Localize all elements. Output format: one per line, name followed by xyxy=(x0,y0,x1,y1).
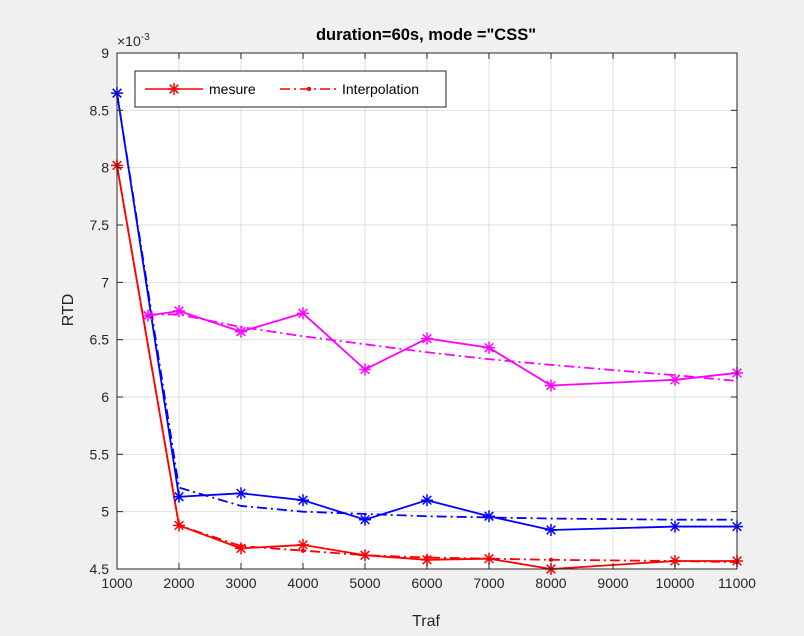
legend-mesure-label: mesure xyxy=(209,81,256,97)
data-point-stroke xyxy=(670,374,680,385)
data-point-stroke xyxy=(236,543,246,554)
x-tick-label: 8000 xyxy=(535,575,566,591)
legend-interpolation-marker xyxy=(306,86,312,92)
data-point xyxy=(548,557,554,563)
y-tick-label: 4.5 xyxy=(90,561,110,577)
series-layer xyxy=(111,87,743,575)
legend-interpolation-label: Interpolation xyxy=(342,81,419,97)
data-point-stroke xyxy=(484,342,494,353)
data-point xyxy=(297,307,309,320)
series-line xyxy=(148,313,738,382)
y-tick-label: 7.5 xyxy=(90,217,110,233)
x-tick-label: 10000 xyxy=(656,575,695,591)
data-point xyxy=(483,510,495,523)
data-point xyxy=(362,553,368,558)
y-tick-label: 8.5 xyxy=(90,102,110,118)
data-point-stroke xyxy=(298,540,308,550)
legend: mesure Interpolation xyxy=(134,70,447,108)
x-tick-label: 6000 xyxy=(411,575,442,591)
x-tick-label: 11000 xyxy=(718,575,756,591)
data-point-stroke xyxy=(546,380,556,391)
y-exponent-power: -3 xyxy=(141,32,150,43)
y-axis-label: RTD xyxy=(60,294,77,327)
series-line xyxy=(116,165,738,564)
data-point xyxy=(424,555,430,560)
x-tick-label: 7000 xyxy=(473,575,504,591)
x-tick-label: 5000 xyxy=(349,575,380,591)
data-point xyxy=(421,332,433,345)
data-point-stroke xyxy=(298,495,308,506)
series-line xyxy=(116,92,737,531)
data-point-stroke xyxy=(360,514,370,525)
data-point xyxy=(421,494,433,507)
data-point-stroke xyxy=(360,364,370,375)
data-point xyxy=(173,490,185,503)
data-point xyxy=(669,520,681,533)
series-magenta-dashdot xyxy=(148,313,738,382)
data-point-stroke xyxy=(174,491,184,502)
y-tick-label: 8 xyxy=(101,160,109,176)
x-tick-label: 2000 xyxy=(163,575,194,591)
x-axis-label: Traf xyxy=(412,613,440,630)
data-point xyxy=(176,523,182,528)
data-point-stroke xyxy=(670,521,680,532)
data-point-stroke xyxy=(143,310,153,321)
data-point-stroke xyxy=(422,554,432,565)
y-tick-label: 6 xyxy=(101,389,109,405)
data-point xyxy=(300,548,306,553)
data-point xyxy=(486,556,492,561)
x-tick-label: 4000 xyxy=(287,575,318,591)
chart-title: duration=60s, mode ="CSS" xyxy=(316,26,536,44)
tick-layer: 1000 2000 3000 4000 5000 6000 7000 8000 9000 1000… xyxy=(90,45,757,591)
y-tick-label: 7 xyxy=(101,274,109,290)
x-tick-label: 3000 xyxy=(225,575,256,591)
y-tick-label: 6.5 xyxy=(90,332,110,348)
y-tick-label: 5.5 xyxy=(90,446,110,462)
data-point xyxy=(359,513,371,526)
data-point-stroke xyxy=(236,488,246,499)
data-point xyxy=(672,558,678,564)
y-tick-label: 5 xyxy=(101,504,109,520)
data-point xyxy=(359,363,371,376)
data-point-stroke xyxy=(484,511,494,522)
data-point-stroke xyxy=(422,495,432,506)
y-exponent-label: ×10-3 xyxy=(117,32,150,49)
data-point xyxy=(545,379,557,392)
legend-mesure-marker xyxy=(168,83,180,95)
data-point xyxy=(669,373,681,386)
x-tick-label: 9000 xyxy=(597,575,628,591)
data-point xyxy=(238,543,244,549)
data-point xyxy=(545,524,557,537)
data-point-stroke xyxy=(236,326,246,337)
data-point-stroke xyxy=(422,333,432,344)
data-point xyxy=(483,341,495,354)
y-exponent-base: ×10 xyxy=(117,33,141,49)
data-point-stroke xyxy=(298,308,308,319)
data-point-stroke xyxy=(546,525,556,535)
data-point xyxy=(142,309,154,322)
data-point xyxy=(235,487,247,500)
data-point xyxy=(297,494,309,507)
y-tick-label: 9 xyxy=(101,45,109,61)
x-tick-label: 1000 xyxy=(101,575,132,591)
